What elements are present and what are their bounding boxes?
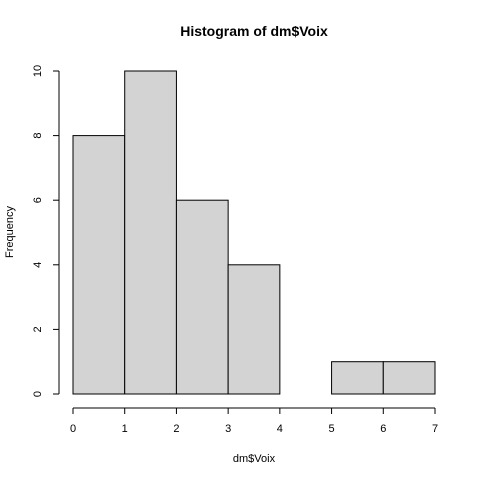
x-axis-label: dm$Voix xyxy=(233,453,276,465)
x-tick-label: 2 xyxy=(173,423,179,435)
x-tick-label: 3 xyxy=(225,423,231,435)
x-axis: 0 1 2 3 4 5 6 7 xyxy=(70,407,438,435)
histogram-bar-5 xyxy=(331,361,384,395)
y-tick-label: 0 xyxy=(32,391,44,397)
y-tick-label: 8 xyxy=(32,133,44,139)
y-tick-label: 6 xyxy=(32,197,44,203)
x-tick-label: 7 xyxy=(432,423,438,435)
y-axis: 0 2 4 6 8 10 xyxy=(32,65,60,397)
y-tick-label: 4 xyxy=(32,262,44,268)
x-tick-label: 4 xyxy=(277,423,283,435)
y-tick-label: 2 xyxy=(32,326,44,332)
histogram-bar-1 xyxy=(124,70,177,395)
x-tick-label: 5 xyxy=(329,423,335,435)
y-axis-label: Frequency xyxy=(4,206,16,258)
histogram-bar-0 xyxy=(72,135,126,395)
x-tick-label: 1 xyxy=(122,423,128,435)
x-tick-label: 0 xyxy=(70,423,76,435)
histogram-bar-3 xyxy=(227,264,281,395)
y-tick-label: 10 xyxy=(32,65,44,77)
x-tick-label: 6 xyxy=(380,423,386,435)
histogram-bar-2 xyxy=(175,199,229,395)
bars xyxy=(72,70,436,395)
histogram-bar-6 xyxy=(382,361,436,395)
chart-title: Histogram of dm$Voix xyxy=(180,23,328,39)
